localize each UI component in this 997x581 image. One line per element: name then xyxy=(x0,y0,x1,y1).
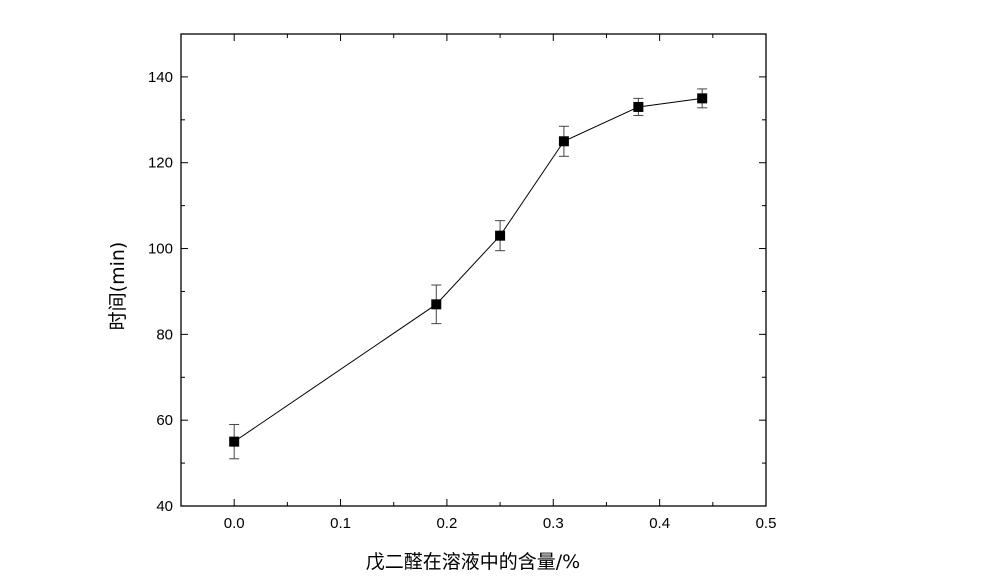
data-markers xyxy=(229,93,708,447)
data-point-marker xyxy=(697,93,708,104)
y-tick-label: 140 xyxy=(148,69,173,86)
y-tick-label: 80 xyxy=(156,326,173,343)
y-tick-label: 120 xyxy=(148,155,173,172)
x-tick-label: 0.1 xyxy=(330,515,351,532)
x-tick-label: 0.0 xyxy=(224,515,245,532)
x-axis-tick-labels: 0.0 0.1 0.2 0.3 0.4 0.5 xyxy=(224,515,777,532)
x-axis-ticks xyxy=(180,34,767,506)
data-point-marker xyxy=(633,101,644,112)
y-tick-label: 40 xyxy=(156,498,173,515)
plot-frame xyxy=(180,33,767,507)
x-tick-label: 0.3 xyxy=(543,515,564,532)
series-line xyxy=(233,97,703,443)
y-tick-label: 60 xyxy=(156,412,173,429)
error-bars xyxy=(229,88,708,460)
data-point-marker xyxy=(431,299,442,310)
data-point-marker xyxy=(229,436,240,447)
x-tick-label: 0.5 xyxy=(756,515,777,532)
y-axis-label: 时间(min) xyxy=(107,242,129,331)
x-tick-label: 0.4 xyxy=(649,515,670,532)
y-tick-label: 100 xyxy=(148,241,173,258)
y-axis-tick-labels: 40 60 80 100 120 140 xyxy=(148,69,173,515)
x-axis-label: 戊二醛在溶液中的含量/% xyxy=(366,551,580,573)
data-point-marker xyxy=(495,230,506,241)
y-axis-ticks xyxy=(181,33,766,507)
x-tick-label: 0.2 xyxy=(436,515,457,532)
data-point-marker xyxy=(558,136,569,147)
